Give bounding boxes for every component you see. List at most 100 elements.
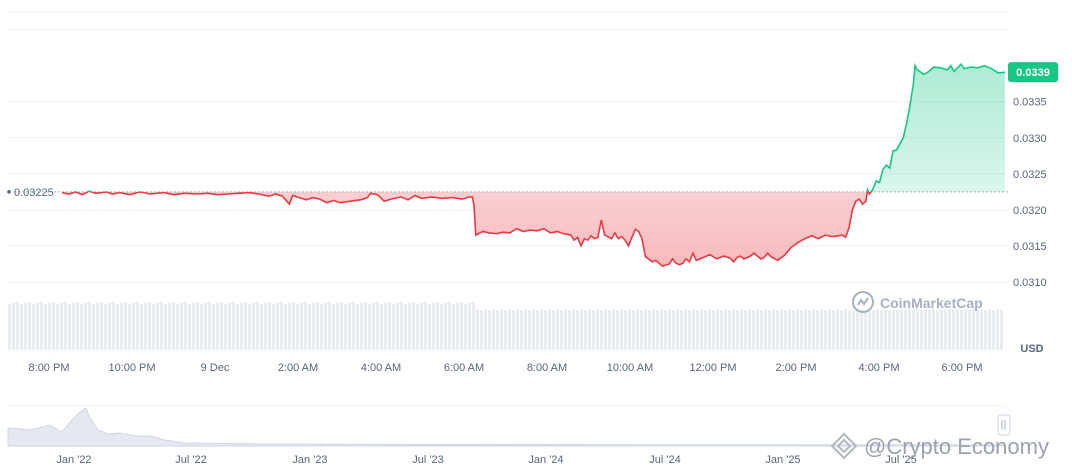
volume-bar: [944, 310, 947, 350]
navigator-x-axis: Jan '22 Jul '22 Jan '23 Jul '23 Jan '24 Jul '…: [56, 454, 916, 466]
volume-bar: [212, 304, 215, 350]
volume-bar: [16, 302, 19, 350]
range-navigator[interactable]: Jan '22 Jul '22 Jan '23 Jul '23 Jan '24 Jul '…: [7, 405, 1011, 466]
volume-bar: [952, 310, 955, 350]
area-below-reference: [62, 191, 1005, 267]
volume-bar: [456, 303, 459, 350]
volume-bar: [64, 302, 67, 350]
volume-bar: [348, 303, 351, 350]
volume-bar: [688, 310, 691, 350]
volume-bar: [920, 310, 923, 350]
volume-bar: [1000, 310, 1003, 350]
volume-bar: [324, 303, 327, 350]
volume-bar: [480, 310, 483, 350]
volume-bar: [616, 310, 619, 350]
volume-bar: [692, 309, 695, 350]
volume-bar: [468, 303, 471, 350]
volume-bar: [656, 310, 659, 350]
volume-bar: [532, 309, 535, 350]
volume-bar: [136, 302, 139, 350]
volume-bar: [612, 309, 615, 350]
volume-bar: [380, 304, 383, 350]
volume-bar: [8, 304, 11, 350]
volume-bar: [784, 310, 787, 350]
x-axis: 8:00 PM 10:00 PM 9 Dec 2:00 AM 4:00 AM 6:00 A…: [29, 362, 983, 374]
volume-bar: [556, 309, 559, 350]
volume-bar: [392, 304, 395, 350]
volume-bar: [912, 310, 915, 350]
volume-bar: [552, 310, 555, 350]
x-tick-label: 6:00 PM: [942, 362, 983, 374]
volume-bar: [548, 309, 551, 350]
volume-bar: [356, 304, 359, 350]
volume-bar: [736, 310, 739, 350]
navigator-handle[interactable]: [997, 414, 1011, 436]
volume-bar: [268, 302, 271, 350]
volume-bar: [732, 309, 735, 350]
volume-bar: [776, 310, 779, 350]
volume-bar: [820, 309, 823, 350]
volume-bar: [432, 303, 435, 350]
volume-bar: [936, 310, 939, 350]
x-tick-label: 9 Dec: [201, 362, 230, 374]
volume-bar: [768, 310, 771, 350]
volume-bar: [68, 304, 71, 350]
volume-bar: [696, 310, 699, 350]
volume-bar: [624, 310, 627, 350]
volume-bar: [996, 309, 999, 350]
reference-price-marker: 0.03225: [7, 187, 54, 199]
volume-bar: [948, 309, 951, 350]
volume-bar: [72, 303, 75, 350]
volume-bar: [796, 309, 799, 350]
coinmarketcap-watermark: CoinMarketCap: [852, 291, 983, 313]
volume-bar: [792, 310, 795, 350]
volume-bar: [496, 310, 499, 350]
volume-bar: [344, 304, 347, 350]
volume-bar: [276, 303, 279, 350]
volume-bar: [824, 310, 827, 350]
volume-bar: [644, 309, 647, 350]
volume-bar: [884, 309, 887, 350]
x-tick-label: 10:00 PM: [108, 362, 155, 374]
volume-bar: [368, 304, 371, 350]
volume-bar: [932, 309, 935, 350]
x-tick-label: 2:00 AM: [278, 362, 318, 374]
volume-bar: [452, 304, 455, 350]
volume-bar: [712, 310, 715, 350]
volume-bar: [868, 309, 871, 350]
volume-bar: [420, 303, 423, 350]
volume-bar: [588, 309, 591, 350]
volume-bar: [384, 303, 387, 350]
volume-bar: [580, 309, 583, 350]
volume-bar: [300, 303, 303, 350]
volume-bar: [968, 310, 971, 350]
volume-bar: [92, 304, 95, 350]
volume-bar: [256, 302, 259, 350]
volume-bar: [84, 303, 87, 350]
volume-bar: [100, 302, 103, 350]
volume-bar: [956, 309, 959, 350]
volume-bar: [316, 302, 319, 350]
svg-text:CoinMarketCap: CoinMarketCap: [880, 295, 983, 311]
gridlines: [8, 11, 1008, 283]
crypto-economy-watermark: @Crypto Economy: [830, 432, 1049, 460]
volume-bar: [528, 310, 531, 350]
volume-bar: [600, 310, 603, 350]
volume-bar: [880, 310, 883, 350]
volume-bar: [472, 302, 475, 350]
volume-bar: [536, 310, 539, 350]
svg-text:@Crypto Economy: @Crypto Economy: [864, 434, 1049, 459]
volume-bar: [780, 309, 783, 350]
last-price-badge: 0.0339: [1008, 62, 1058, 83]
volume-bar: [104, 304, 107, 350]
volume-bar: [364, 302, 367, 350]
x-tick-label: 12:00 PM: [689, 362, 736, 374]
volume-bar: [120, 303, 123, 350]
volume-bar: [844, 309, 847, 350]
y-tick-label: 0.0310: [1013, 277, 1047, 289]
volume-bar: [248, 304, 251, 350]
volume-bar: [216, 303, 219, 350]
volume-bar: [640, 310, 643, 350]
volume-bar: [440, 304, 443, 350]
volume-bar: [60, 303, 63, 350]
